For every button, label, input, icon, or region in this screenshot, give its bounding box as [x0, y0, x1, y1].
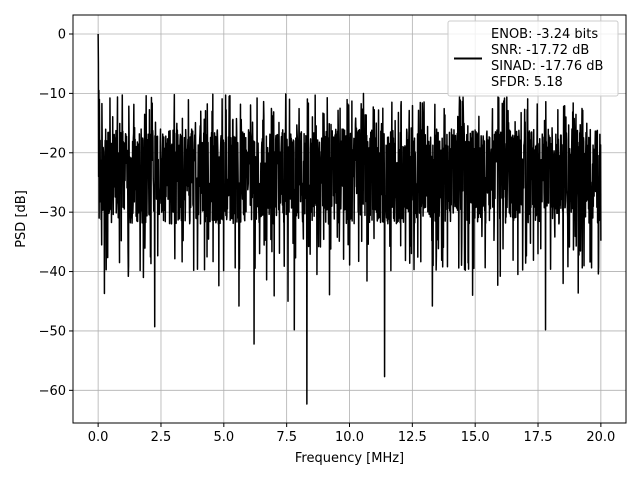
x-tick-label: 5.0: [213, 430, 234, 445]
legend-entry-enob: ENOB: -3.24 bits: [491, 27, 598, 42]
x-tick-label: 0.0: [88, 430, 109, 445]
y-axis: 0 −10 −20 −30 −40 −50 −60: [39, 28, 73, 399]
legend: ENOB: -3.24 bits SNR: -17.72 dB SINAD: -…: [447, 20, 619, 97]
legend-entry-snr: SNR: -17.72 dB: [491, 43, 589, 58]
y-tick-label: −40: [39, 265, 66, 280]
legend-entry-sfdr: SFDR: 5.18: [491, 75, 563, 90]
x-tick-label: 2.5: [151, 430, 172, 445]
y-tick-label: −50: [39, 324, 66, 339]
x-tick-label: 17.5: [524, 430, 553, 445]
x-axis: 0.0 2.5 5.0 7.5 10.0 12.5 15.0 17.5 20.0: [88, 423, 615, 445]
y-axis-label: PSD [dB]: [14, 190, 29, 248]
psd-series-line: [97, 33, 602, 405]
y-tick-label: −60: [39, 384, 66, 399]
y-tick-label: −30: [39, 206, 66, 221]
x-tick-label: 15.0: [461, 430, 490, 445]
x-tick-label: 12.5: [398, 430, 427, 445]
plot-area: [97, 33, 602, 405]
legend-entry-sinad: SINAD: -17.76 dB: [491, 59, 603, 74]
x-tick-label: 7.5: [276, 430, 297, 445]
legend-box: [447, 20, 619, 97]
x-tick-label: 10.0: [335, 430, 364, 445]
y-tick-label: 0: [58, 28, 66, 43]
y-tick-label: −10: [39, 87, 66, 102]
x-axis-label: Frequency [MHz]: [295, 451, 404, 466]
x-tick-label: 20.0: [586, 430, 615, 445]
y-tick-label: −20: [39, 146, 66, 161]
